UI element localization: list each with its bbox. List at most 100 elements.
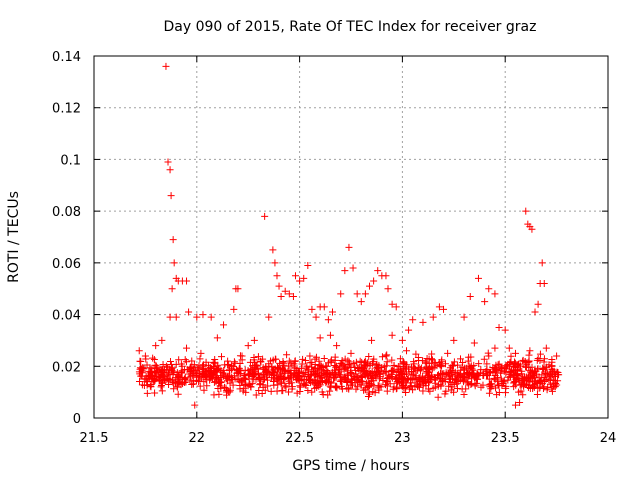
- band-point: [538, 380, 546, 388]
- band-point: [375, 386, 383, 394]
- band-point: [441, 390, 449, 398]
- band-point: [249, 371, 257, 379]
- band-point: [315, 357, 323, 365]
- band-point: [319, 363, 327, 371]
- band-point: [548, 365, 556, 373]
- band-point: [393, 369, 401, 377]
- band-point: [526, 366, 534, 374]
- data-point: [152, 342, 160, 350]
- data-point: [349, 264, 357, 272]
- data-point: [522, 207, 530, 215]
- band-point: [458, 385, 466, 393]
- band-point: [392, 385, 400, 393]
- band-point: [343, 378, 351, 386]
- band-point: [306, 359, 314, 367]
- band-point: [400, 377, 408, 385]
- band-point: [147, 383, 155, 391]
- band-point: [245, 370, 253, 378]
- data-point: [296, 277, 304, 285]
- band-point: [523, 374, 531, 382]
- band-point: [379, 377, 387, 385]
- band-point: [384, 371, 392, 379]
- data-point: [485, 285, 493, 293]
- band-point: [259, 381, 267, 389]
- data-point: [271, 259, 279, 267]
- band-point: [308, 388, 316, 396]
- band-point: [353, 376, 361, 384]
- band-point: [495, 360, 503, 368]
- band-point: [412, 350, 420, 358]
- data-point: [388, 300, 396, 308]
- data-points: [135, 62, 563, 409]
- band-point: [520, 380, 528, 388]
- data-point: [405, 326, 413, 334]
- data-point: [366, 282, 374, 290]
- data-point: [409, 316, 417, 324]
- band-point: [388, 366, 396, 374]
- band-point: [441, 360, 449, 368]
- data-point: [534, 300, 542, 308]
- band-point: [531, 367, 539, 375]
- band-point: [388, 356, 396, 364]
- data-point: [474, 274, 482, 282]
- band-point: [343, 367, 351, 375]
- band-point: [317, 378, 325, 386]
- band-point: [428, 373, 436, 381]
- band-point: [536, 357, 544, 365]
- band-point: [370, 355, 378, 363]
- data-point: [326, 331, 334, 339]
- data-point: [135, 347, 143, 355]
- band-point: [336, 372, 344, 380]
- band-point: [287, 370, 295, 378]
- band-point: [137, 372, 145, 380]
- band-point: [492, 384, 500, 392]
- band-point: [352, 358, 360, 366]
- band-point: [223, 391, 231, 399]
- band-point: [439, 377, 447, 385]
- band-point: [162, 362, 170, 370]
- band-point: [272, 355, 280, 363]
- band-point: [300, 380, 308, 388]
- band-point: [468, 370, 476, 378]
- band-point: [398, 372, 406, 380]
- band-point: [150, 375, 158, 383]
- data-point: [261, 212, 269, 220]
- band-point: [493, 377, 501, 385]
- band-point: [532, 380, 540, 388]
- band-point: [454, 361, 462, 369]
- data-point: [170, 259, 178, 267]
- band-point: [459, 375, 467, 383]
- data-point: [197, 349, 205, 357]
- data-point: [183, 277, 191, 285]
- band-point: [208, 367, 216, 375]
- band-point: [374, 363, 382, 371]
- band-point: [391, 374, 399, 382]
- data-point: [320, 355, 328, 363]
- band-point: [410, 358, 418, 366]
- band-point: [250, 353, 258, 361]
- x-tick-label: 23.5: [491, 431, 520, 446]
- x-tick-label: 23: [394, 431, 411, 446]
- band-point: [273, 387, 281, 395]
- band-point: [347, 369, 355, 377]
- band-point: [186, 376, 194, 384]
- band-point: [525, 357, 533, 365]
- band-point: [460, 391, 468, 399]
- data-point: [328, 308, 336, 316]
- band-point: [214, 385, 222, 393]
- data-point: [285, 290, 293, 298]
- band-point: [173, 383, 181, 391]
- y-tick-label: 0.08: [52, 205, 81, 220]
- band-point: [390, 362, 398, 370]
- band-point: [460, 366, 468, 374]
- band-point: [341, 373, 349, 381]
- band-point: [533, 391, 541, 399]
- band-point: [252, 375, 260, 383]
- band-point: [284, 362, 292, 370]
- chart-title: Day 090 of 2015, Rate Of TEC Index for r…: [164, 19, 537, 35]
- band-point: [550, 382, 558, 390]
- band-point: [279, 358, 287, 366]
- band-point: [502, 389, 510, 397]
- band-point: [322, 377, 330, 385]
- band-point: [253, 362, 261, 370]
